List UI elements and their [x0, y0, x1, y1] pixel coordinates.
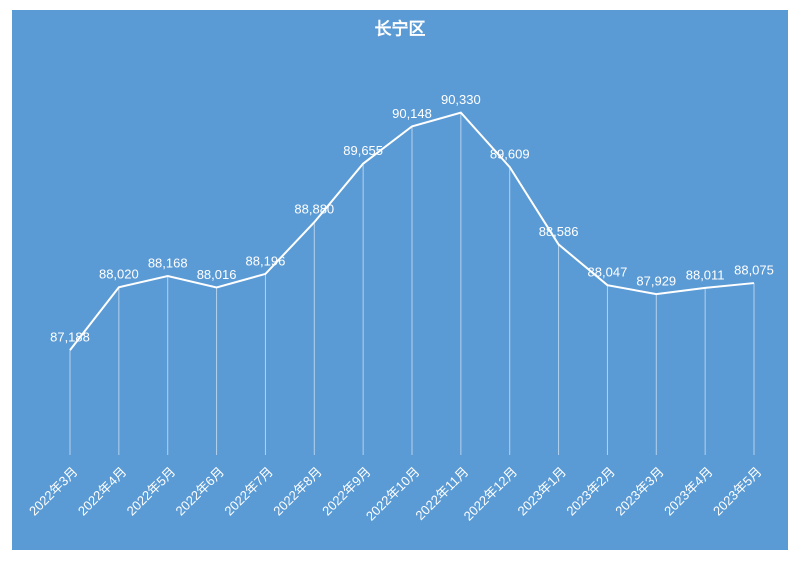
data-label: 87,929: [636, 274, 676, 289]
data-label: 90,148: [392, 106, 432, 121]
data-label: 88,020: [99, 267, 139, 282]
line: [69, 111, 755, 351]
chart-background: [12, 10, 788, 550]
data-label: 87,188: [50, 330, 90, 345]
data-label: 88,016: [197, 267, 237, 282]
data-label: 89,655: [343, 143, 383, 158]
chart-title: 长宁区: [375, 18, 426, 38]
data-label: 89,609: [490, 147, 530, 162]
data-label: 88,880: [294, 202, 334, 217]
data-label: 88,047: [588, 265, 628, 280]
data-label: 88,011: [686, 267, 725, 282]
data-label: 88,586: [539, 224, 579, 239]
data-label: 88,075: [734, 263, 774, 278]
data-label: 90,330: [441, 92, 481, 107]
data-label: 88,168: [148, 255, 188, 270]
data-label: 88,196: [246, 253, 286, 268]
